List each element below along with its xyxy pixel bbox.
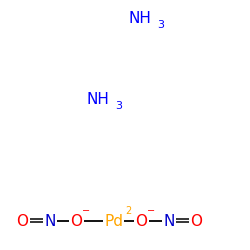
Text: −: − (147, 206, 155, 216)
Text: N: N (163, 214, 174, 229)
Text: 3: 3 (115, 101, 122, 111)
Text: 2: 2 (125, 206, 131, 216)
Text: NH: NH (86, 92, 109, 108)
Text: Pd: Pd (104, 214, 123, 229)
Text: O: O (16, 214, 28, 229)
Text: −: − (82, 206, 90, 216)
Text: O: O (190, 214, 202, 229)
Text: NH: NH (129, 11, 152, 26)
Text: O: O (70, 214, 82, 229)
Text: N: N (44, 214, 56, 229)
Text: 3: 3 (158, 20, 164, 30)
Text: O: O (135, 214, 147, 229)
